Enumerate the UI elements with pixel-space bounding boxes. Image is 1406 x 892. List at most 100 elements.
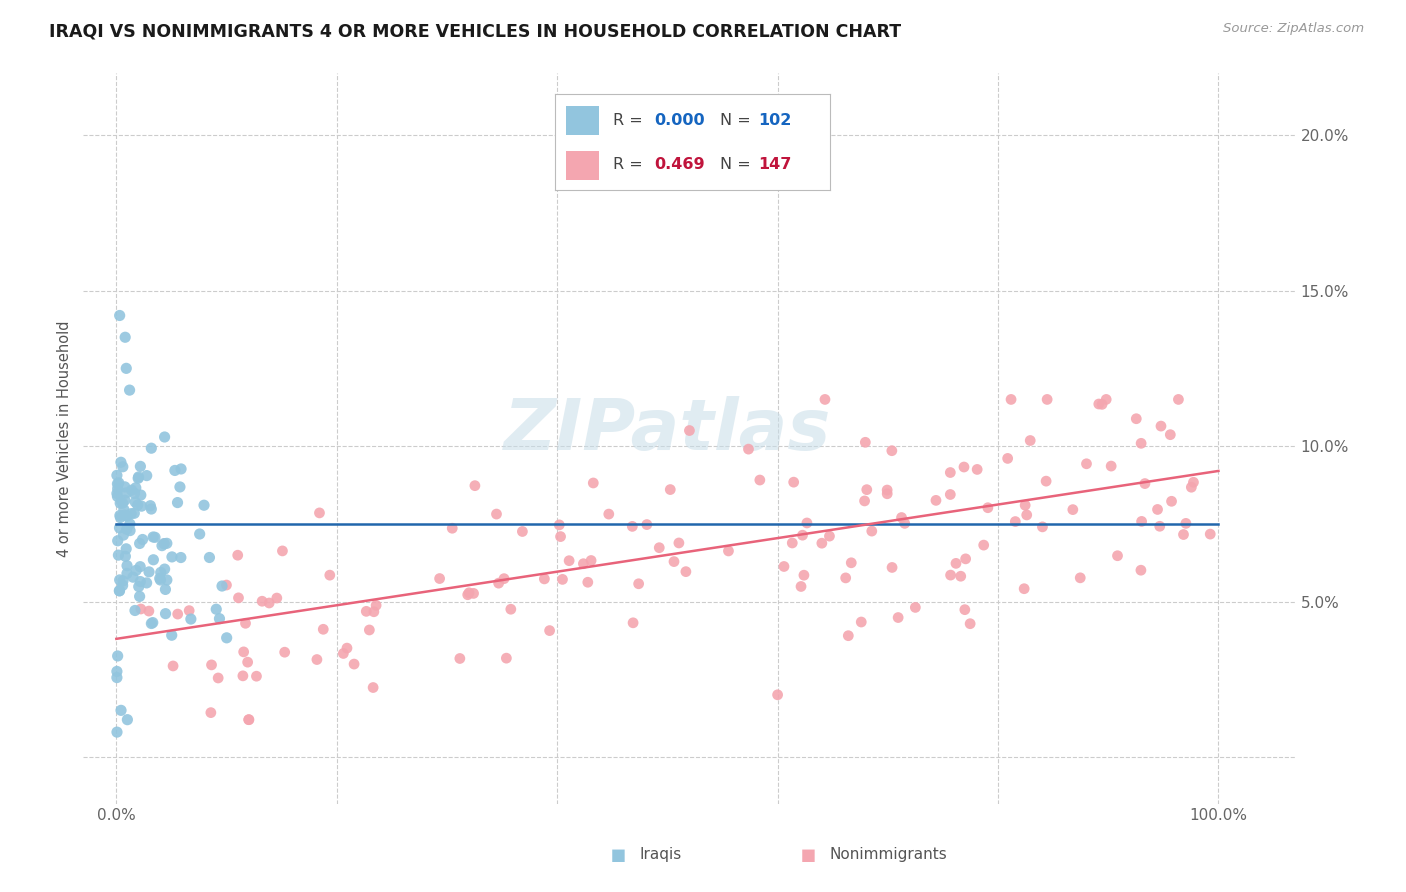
Point	[215, 631, 238, 645]
Point	[105, 665, 128, 679]
Point	[949, 569, 972, 583]
Point	[115, 486, 138, 500]
Point	[129, 574, 152, 589]
Point	[115, 361, 138, 376]
Point	[1150, 419, 1173, 434]
Point	[105, 468, 128, 483]
Point	[156, 573, 179, 587]
Point	[839, 556, 862, 570]
Point	[200, 706, 222, 720]
Point	[235, 616, 257, 631]
Point	[141, 616, 163, 631]
Point	[780, 536, 803, 550]
Point	[1015, 508, 1038, 522]
Point	[107, 476, 129, 491]
Point	[449, 651, 471, 665]
Text: R =: R =	[613, 158, 648, 172]
Point	[124, 486, 146, 500]
Point	[142, 553, 165, 567]
Point	[495, 651, 517, 665]
Point	[122, 570, 145, 584]
Point	[266, 591, 288, 605]
Point	[893, 516, 915, 531]
Point	[110, 455, 132, 469]
Point	[150, 539, 173, 553]
Point	[128, 580, 150, 594]
Point	[149, 566, 172, 580]
Point	[108, 496, 131, 510]
Point	[125, 481, 148, 495]
Point	[108, 521, 131, 535]
Point	[208, 612, 231, 626]
Point	[977, 500, 1000, 515]
Point	[457, 588, 479, 602]
Point	[141, 441, 163, 455]
Text: 0.469: 0.469	[654, 158, 704, 172]
Point	[207, 671, 229, 685]
Point	[135, 575, 157, 590]
Point	[236, 655, 259, 669]
Point	[108, 309, 131, 323]
Point	[112, 502, 135, 516]
Point	[1130, 436, 1153, 450]
Point	[163, 463, 186, 477]
FancyBboxPatch shape	[567, 152, 599, 180]
Point	[955, 552, 977, 566]
Point	[121, 483, 143, 498]
Point	[766, 688, 789, 702]
Point	[125, 563, 148, 577]
Point	[108, 583, 131, 598]
Point	[200, 657, 222, 672]
Point	[108, 583, 131, 598]
Point	[1004, 515, 1026, 529]
Point	[441, 521, 464, 535]
Point	[939, 568, 962, 582]
Point	[1088, 397, 1111, 411]
Point	[890, 510, 912, 524]
Point	[876, 487, 898, 501]
Point	[138, 565, 160, 579]
Point	[1035, 474, 1057, 488]
Point	[343, 657, 366, 671]
Point	[115, 522, 138, 536]
Point	[973, 538, 995, 552]
Point	[572, 557, 595, 571]
Point	[124, 506, 146, 520]
Point	[336, 641, 359, 656]
Point	[115, 566, 138, 581]
Point	[790, 579, 813, 593]
Point	[811, 536, 834, 550]
Point	[114, 549, 136, 564]
Point	[139, 499, 162, 513]
Point	[966, 462, 988, 476]
Point	[1159, 427, 1181, 442]
Point	[110, 510, 132, 524]
Point	[818, 529, 841, 543]
Point	[308, 506, 330, 520]
Point	[332, 647, 354, 661]
Point	[1174, 516, 1197, 531]
Point	[853, 435, 876, 450]
Point	[112, 528, 135, 542]
Point	[115, 558, 138, 573]
Point	[499, 602, 522, 616]
Point	[108, 508, 131, 523]
Point	[627, 576, 650, 591]
Point	[668, 536, 690, 550]
Point	[579, 553, 602, 567]
Point	[118, 383, 141, 397]
Point	[997, 451, 1019, 466]
Point	[1099, 459, 1122, 474]
Point	[851, 615, 873, 629]
Point	[363, 605, 385, 619]
Point	[129, 488, 152, 502]
Point	[107, 533, 129, 548]
Point	[429, 572, 451, 586]
Point	[215, 578, 238, 592]
Point	[887, 610, 910, 624]
Point	[458, 586, 481, 600]
Point	[361, 681, 384, 695]
Point	[463, 586, 485, 600]
Point	[1012, 582, 1035, 596]
Point	[170, 550, 193, 565]
